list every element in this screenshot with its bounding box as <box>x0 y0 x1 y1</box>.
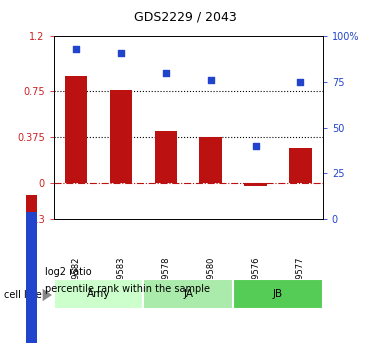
Text: GSM29577: GSM29577 <box>296 257 305 302</box>
Point <box>118 50 124 56</box>
Text: GDS2229 / 2043: GDS2229 / 2043 <box>134 10 237 23</box>
Bar <box>54 279 144 309</box>
Bar <box>289 148 312 183</box>
Point <box>298 79 303 85</box>
Text: Amy: Amy <box>87 289 110 299</box>
Text: GSM29576: GSM29576 <box>251 257 260 302</box>
Text: GSM29580: GSM29580 <box>206 257 215 302</box>
Text: percentile rank within the sample: percentile rank within the sample <box>45 284 210 294</box>
Text: GSM29578: GSM29578 <box>161 257 170 302</box>
Bar <box>110 90 132 183</box>
Polygon shape <box>43 289 52 301</box>
Text: cell line: cell line <box>4 290 42 300</box>
Text: GSM29583: GSM29583 <box>116 257 125 302</box>
Text: GSM29582: GSM29582 <box>72 257 81 302</box>
Text: JB: JB <box>273 289 283 299</box>
Point <box>208 77 214 83</box>
Bar <box>200 137 222 183</box>
Text: log2 ratio: log2 ratio <box>45 267 91 277</box>
Bar <box>233 279 323 309</box>
Point <box>163 70 169 76</box>
Bar <box>65 77 88 183</box>
Text: JA: JA <box>183 289 193 299</box>
Bar <box>244 183 267 186</box>
Point <box>73 46 79 52</box>
Bar <box>144 279 233 309</box>
Point <box>253 143 259 149</box>
Bar <box>155 131 177 183</box>
